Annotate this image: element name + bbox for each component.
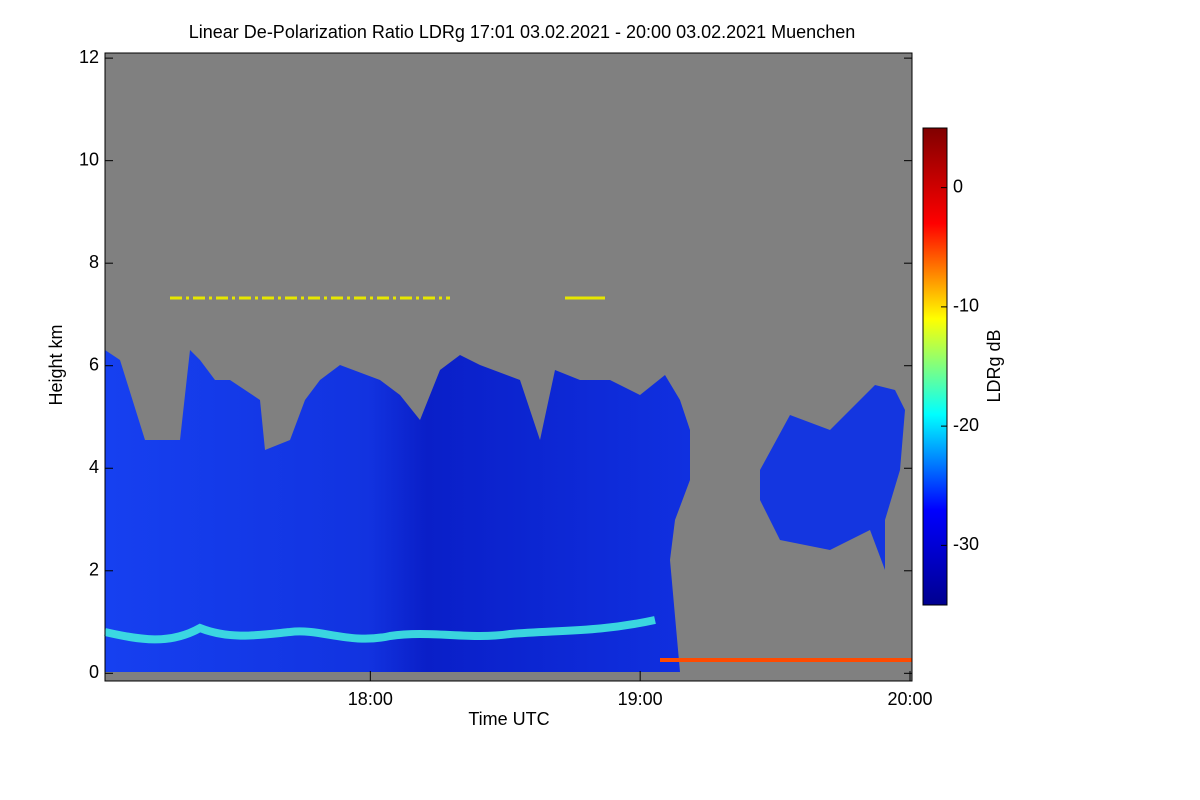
colorbar-tick-label: -20 — [953, 415, 979, 435]
x-tick-label: 19:00 — [618, 689, 663, 709]
plot-frame — [104, 52, 913, 682]
colorbar-tick-label: -10 — [953, 296, 979, 316]
y-tick-label: 4 — [89, 457, 99, 477]
colorbar — [922, 127, 948, 606]
x-tick-label: 20:00 — [887, 689, 932, 709]
cloud-region — [760, 385, 905, 570]
x-tick-label: 18:00 — [348, 689, 393, 709]
x-axis-label: Time UTC — [468, 709, 549, 729]
colorbar-tick-label: -30 — [953, 534, 979, 554]
y-tick-label: 10 — [79, 149, 99, 169]
y-axis-label: Height km — [46, 324, 66, 405]
plot-field — [104, 52, 913, 682]
y-tick-label: 0 — [89, 662, 99, 682]
y-tick-label: 12 — [79, 47, 99, 67]
colorbar-label: LDRg dB — [984, 329, 1004, 402]
cloud-layer — [104, 616, 656, 644]
y-tick-label: 8 — [89, 252, 99, 272]
colorbar-tick-label: 0 — [953, 176, 963, 196]
cloud-region — [105, 350, 690, 672]
y-tick-label: 6 — [89, 354, 99, 374]
y-tick-label: 2 — [89, 560, 99, 580]
chart-title: Linear De-Polarization Ratio LDRg 17:01 … — [189, 22, 855, 42]
